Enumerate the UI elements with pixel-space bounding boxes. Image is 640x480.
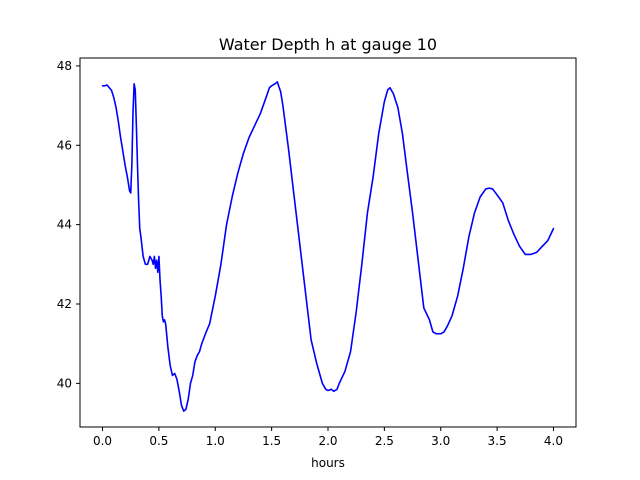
x-tick-label: 2.0: [318, 434, 337, 448]
x-tick-label: 3.5: [488, 434, 507, 448]
y-tick-label: 40: [57, 376, 72, 390]
plot-area: [101, 81, 555, 412]
x-tick-label: 4.0: [544, 434, 563, 448]
y-tick-label: 42: [57, 297, 72, 311]
x-axis-label: hours: [311, 456, 345, 470]
x-tick-label: 3.0: [431, 434, 450, 448]
y-tick-label: 46: [57, 138, 72, 152]
axes: 0.0 0.5 1.0 1.5 2.0 2.5 3.0 3.5 4.0 40 42 44 46 48: [57, 57, 577, 448]
y-tick-label: 48: [57, 59, 72, 73]
x-tick-label: 1.0: [206, 434, 225, 448]
x-tick-label: 2.5: [375, 434, 394, 448]
series-line: [101, 81, 555, 412]
x-tick-label: 1.5: [262, 434, 281, 448]
x-tick-label: 0.0: [93, 434, 112, 448]
x-tick-label: 0.5: [149, 434, 168, 448]
chart-title: Water Depth h at gauge 10: [219, 35, 437, 54]
y-tick-label: 44: [57, 218, 72, 232]
